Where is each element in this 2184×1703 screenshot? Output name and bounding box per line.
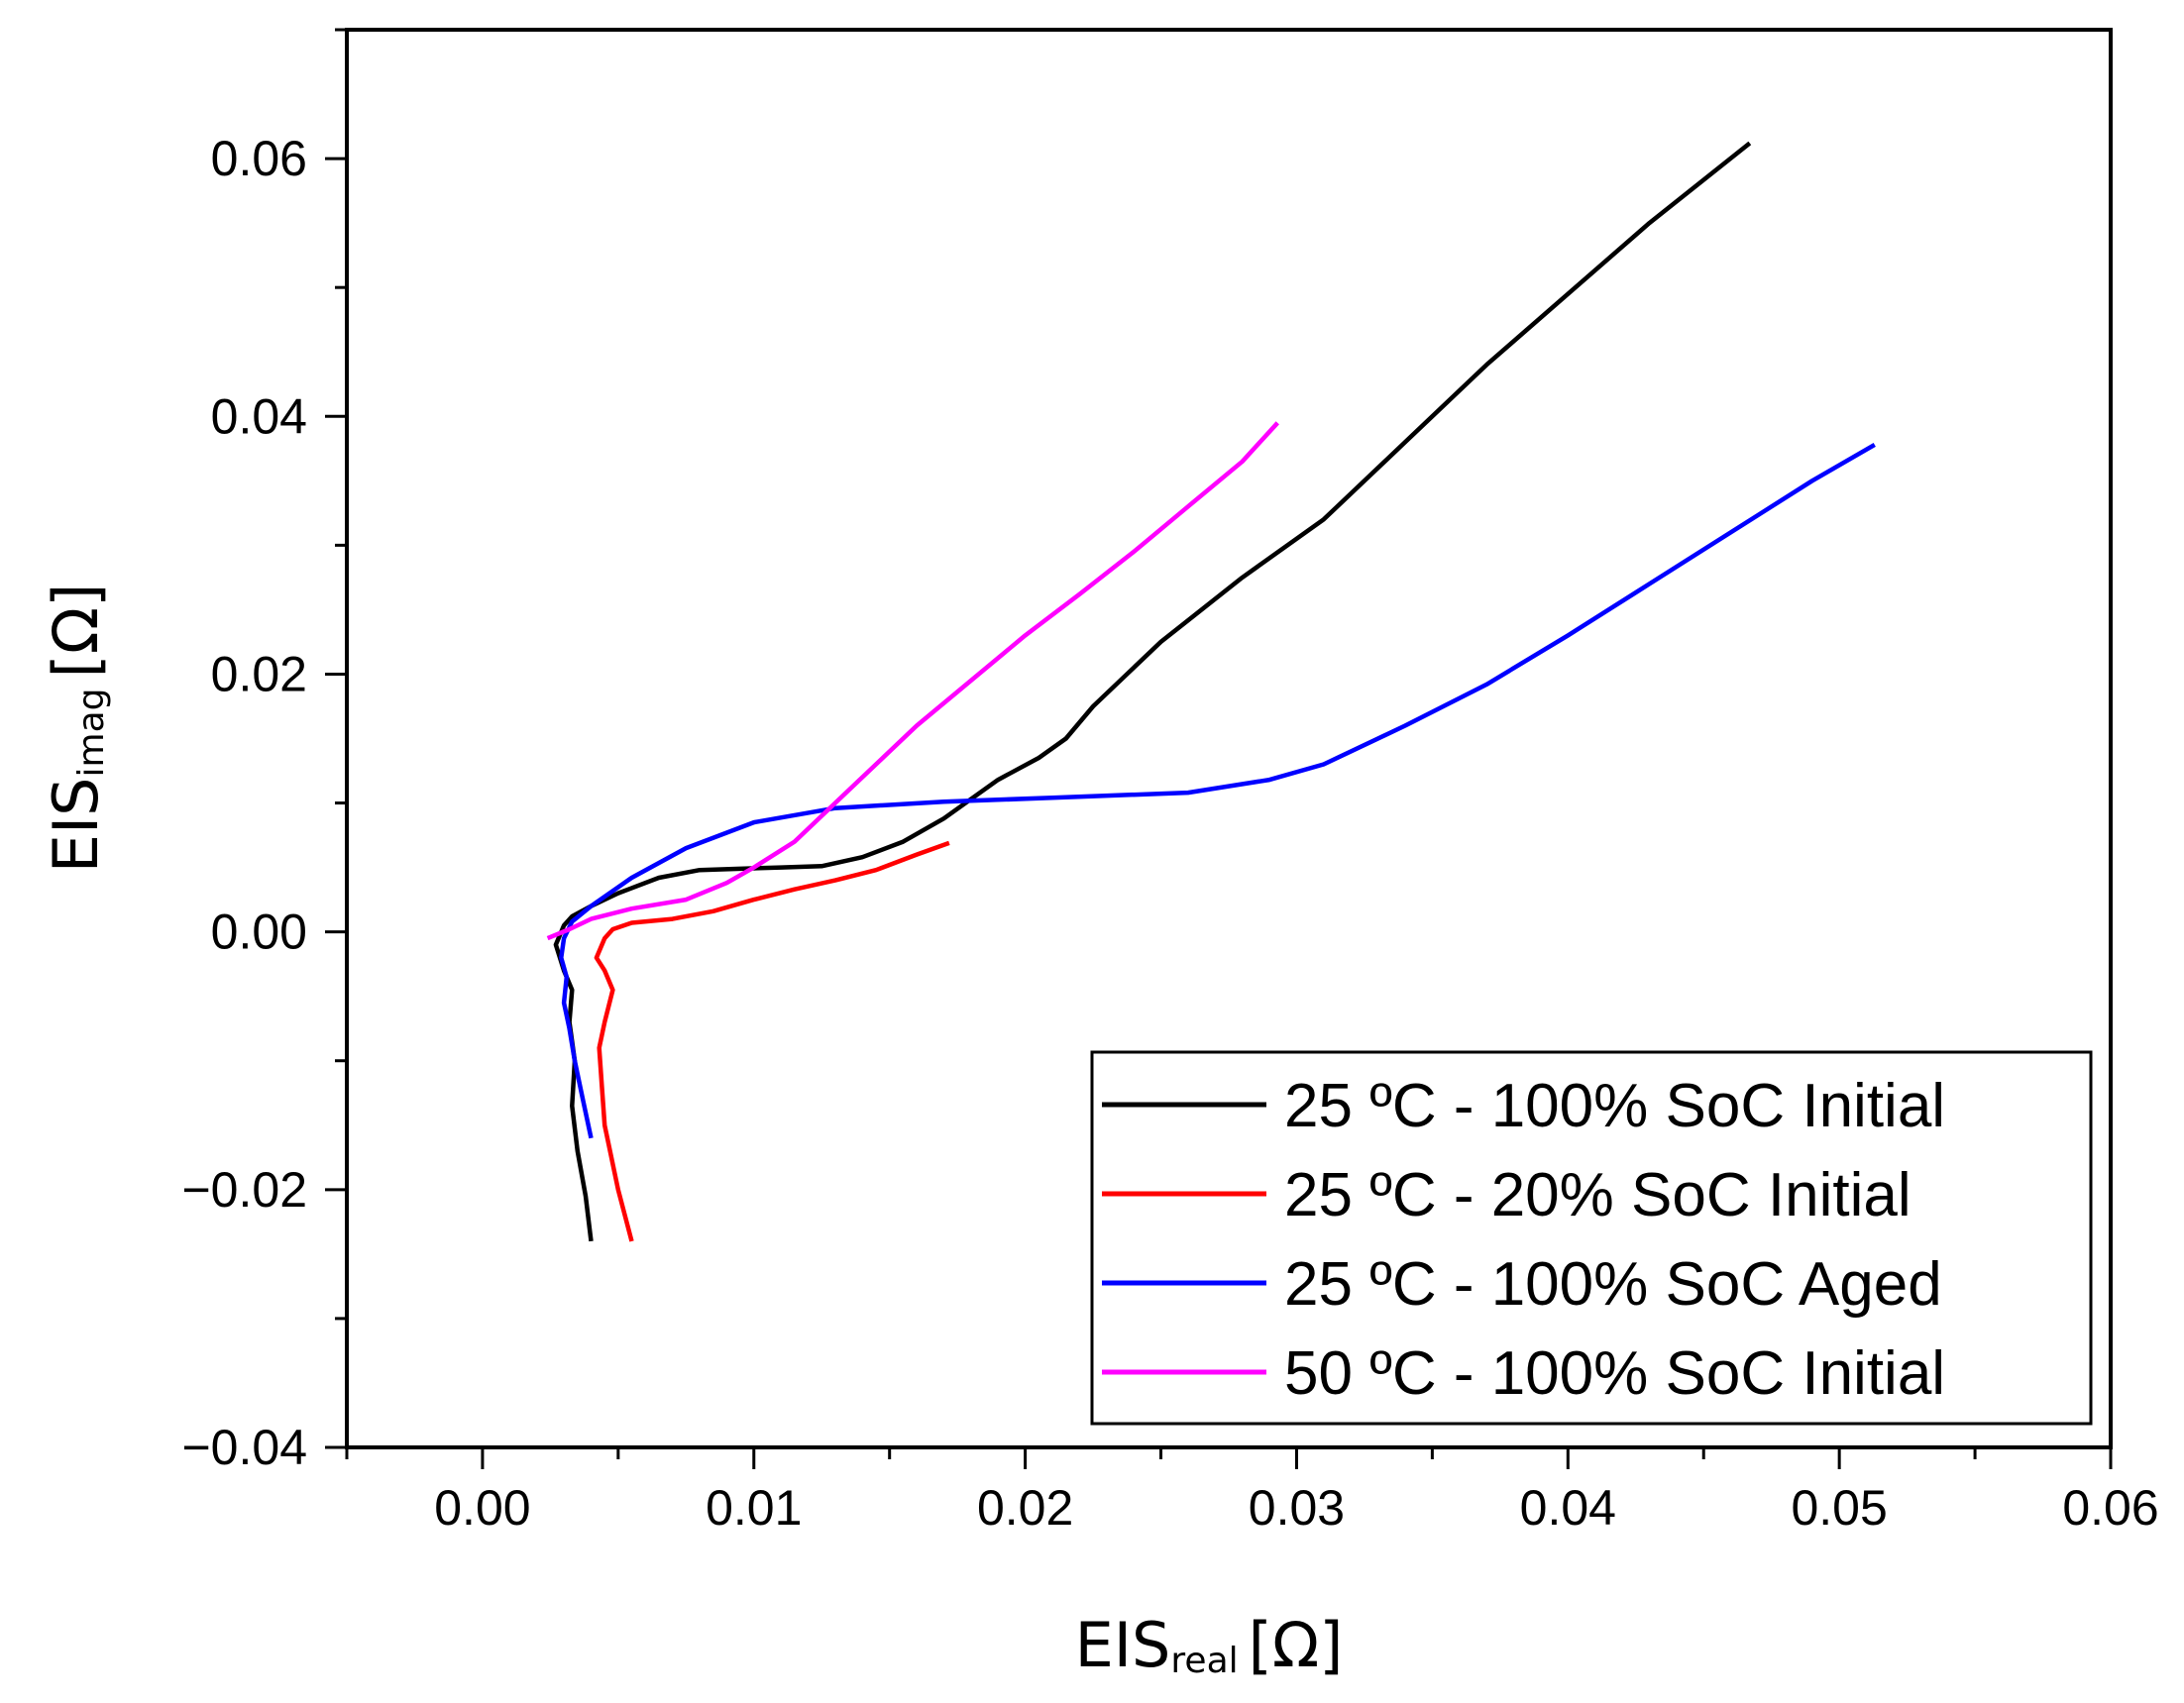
x-axis-title: EISreal [Ω] xyxy=(1075,1609,1344,1681)
legend: 25 ºC - 100% SoC Initial 25 ºC - 20% SoC … xyxy=(1090,1050,2093,1426)
x-tick-label: 0.06 xyxy=(2062,1480,2158,1536)
x-tick-label: 0.01 xyxy=(706,1480,802,1536)
x-tick-label: 0.00 xyxy=(434,1480,530,1536)
y-tick-label: −0.04 xyxy=(181,1420,307,1475)
legend-label: 25 ºC - 20% SoC Initial xyxy=(1284,1161,1911,1229)
series-line-1 xyxy=(553,141,1752,1242)
y-tick-label: 0.02 xyxy=(211,646,307,701)
series-line-4 xyxy=(546,421,1279,941)
plot-frame xyxy=(345,28,2113,1449)
axis-ticks: 0.00 0.01 0.02 0.03 0.04 0.05 0.06 −0.04 −0.02 0.… xyxy=(181,28,2159,1536)
x-tick-label: 0.03 xyxy=(1249,1480,1345,1536)
y-tick-label: −0.02 xyxy=(181,1162,307,1218)
legend-label: 25 ºC - 100% SoC Initial xyxy=(1284,1072,1945,1140)
series-line-3 xyxy=(559,442,1876,1139)
x-tick-label: 0.02 xyxy=(977,1480,1073,1536)
plot-area xyxy=(546,141,1876,1242)
x-tick-label: 0.04 xyxy=(1520,1480,1616,1536)
legend-label: 50 ºC - 100% SoC Initial xyxy=(1284,1339,1945,1408)
legend-label: 25 ºC - 100% SoC Aged xyxy=(1284,1250,1942,1319)
y-tick-label: 0.00 xyxy=(211,905,307,960)
series-line-2 xyxy=(594,840,950,1242)
legend-box xyxy=(1090,1050,2093,1426)
x-tick-label: 0.05 xyxy=(1791,1480,1887,1536)
y-axis-title: EISimag[Ω] xyxy=(40,584,112,874)
y-tick-label: 0.04 xyxy=(211,388,307,444)
y-tick-label: 0.06 xyxy=(211,131,307,186)
